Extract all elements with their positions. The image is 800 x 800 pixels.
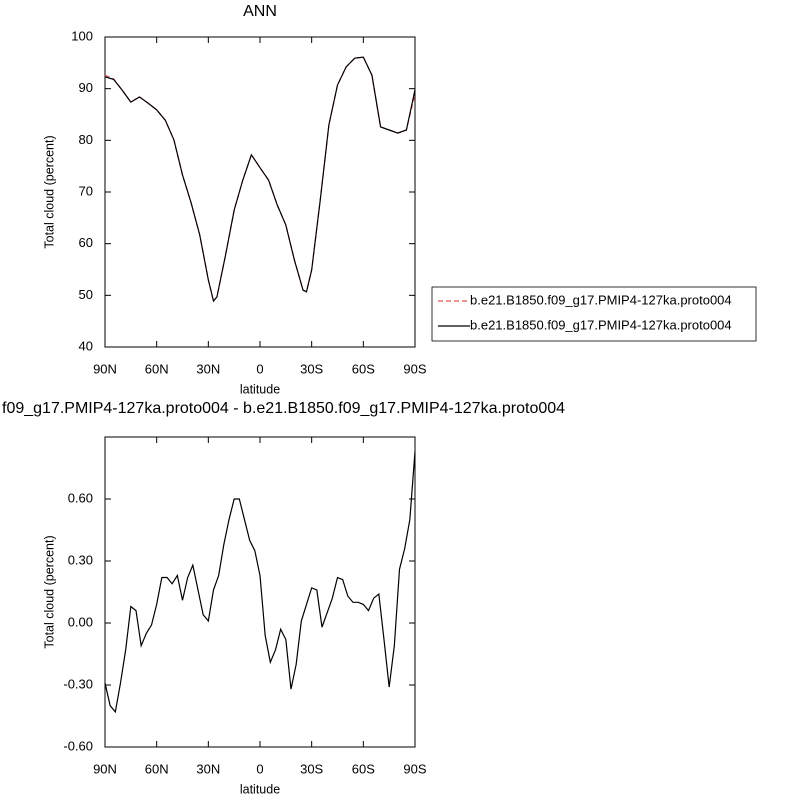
x-tick-label: 90S <box>403 361 426 376</box>
x-tick-label: 30S <box>300 761 323 776</box>
chart-title: f09_g17.PMIP4-127ka.proto004 - b.e21.B18… <box>2 400 565 417</box>
y-tick-label: 100 <box>71 28 93 43</box>
y-tick-label: 40 <box>79 338 93 353</box>
x-axis-label: latitude <box>240 382 280 396</box>
x-tick-label: 90N <box>93 761 117 776</box>
y-tick-label: -0.60 <box>63 738 93 753</box>
x-tick-label: 0 <box>256 761 263 776</box>
x-tick-label: 60S <box>352 761 375 776</box>
legend-label: b.e21.B1850.f09_g17.PMIP4-127ka.proto004 <box>470 317 732 332</box>
plot-frame <box>104 436 416 748</box>
data-line <box>104 56 416 303</box>
legend-label: b.e21.B1850.f09_g17.PMIP4-127ka.proto004 <box>470 292 732 307</box>
y-axis-label: Total cloud (percent) <box>42 135 56 248</box>
y-tick-label: 50 <box>79 287 93 302</box>
y-axis-label: Total cloud (percent) <box>42 535 56 648</box>
chart-title: ANN <box>243 3 277 20</box>
data-line <box>104 56 416 303</box>
legend-box <box>431 286 757 342</box>
x-tick-label: 90N <box>93 361 117 376</box>
y-tick-label: 60 <box>79 235 93 250</box>
y-tick-label: 0.30 <box>68 552 93 567</box>
y-tick-label: 70 <box>79 183 93 198</box>
y-tick-label: -0.30 <box>63 676 93 691</box>
x-tick-label: 30S <box>300 361 323 376</box>
x-tick-label: 60S <box>352 361 375 376</box>
y-tick-label: 80 <box>79 132 93 147</box>
y-tick-label: 90 <box>79 80 93 95</box>
plot-frame <box>104 36 416 348</box>
x-tick-label: 90S <box>403 761 426 776</box>
data-line <box>104 451 416 714</box>
x-tick-label: 60N <box>145 761 169 776</box>
x-tick-label: 30N <box>196 361 220 376</box>
y-tick-label: 0.00 <box>68 614 93 629</box>
x-tick-label: 30N <box>196 761 220 776</box>
x-axis-label: latitude <box>240 782 280 796</box>
x-tick-label: 60N <box>145 361 169 376</box>
y-tick-label: 0.60 <box>68 490 93 505</box>
x-tick-label: 0 <box>256 361 263 376</box>
